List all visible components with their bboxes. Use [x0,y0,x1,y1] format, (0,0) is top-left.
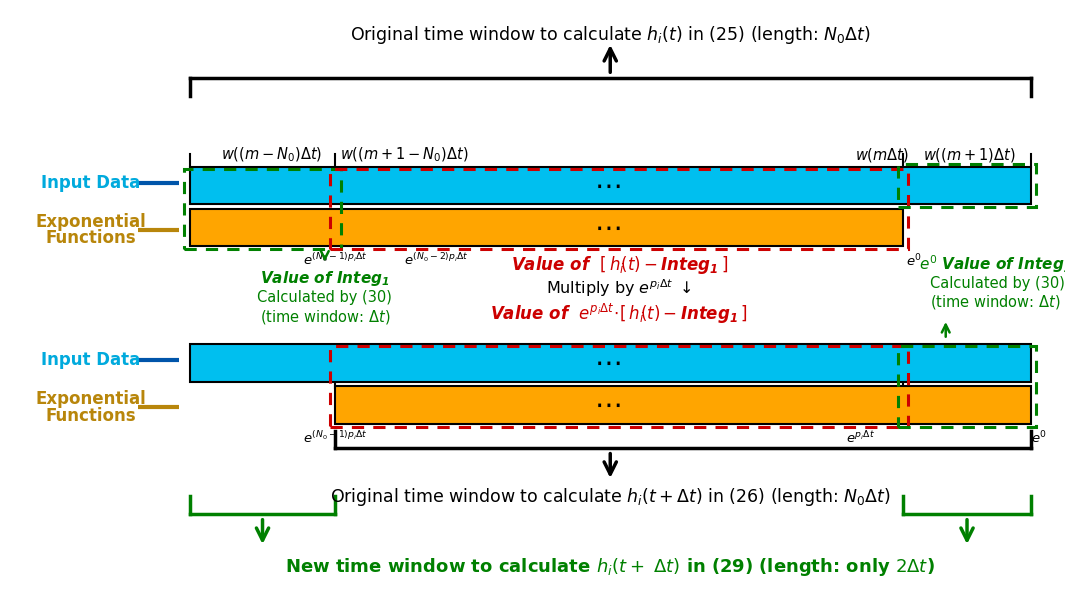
Bar [898,164,1036,207]
Text: Input Data: Input Data [40,351,141,369]
Text: (time window: $\Delta t$): (time window: $\Delta t$) [260,308,390,326]
Text: $e^0$ Value of $\bfit{Integ}_2$: $e^0$ Value of $\bfit{Integ}_2$ [919,254,1065,275]
Text: Value of  $\left[\,h_i\!\left(t\right)-\bfit{Integ}_1\,\right]$: Value of $\left[\,h_i\!\left(t\right)-\b… [510,254,728,276]
Text: $w((m-N_0)\Delta t)$: $w((m-N_0)\Delta t)$ [220,145,323,164]
Text: Original time window to calculate $h_i(t+\Delta t)$ in (26) (length: $N_0\Delta : Original time window to calculate $h_i(t… [330,486,890,508]
Bar [190,209,903,246]
Text: $e^{p_i\Delta t}$: $e^{p_i\Delta t}$ [846,430,875,447]
Bar [330,346,908,427]
Text: Original time window to calculate $h_i(t)$ in (25) (length: $N_0\Delta t$): Original time window to calculate $h_i(t… [349,24,871,46]
Bar [330,169,908,249]
Text: Input Data: Input Data [40,174,141,192]
Text: $e^{(N_0-1)p_i\Delta t}$: $e^{(N_0-1)p_i\Delta t}$ [304,430,367,445]
Text: $w((m+1)\Delta t)$: $w((m+1)\Delta t)$ [922,146,1016,164]
Text: $e^0$: $e^0$ [906,252,921,269]
Bar [190,167,1031,204]
Text: $w((m+1-N_0)\Delta t)$: $w((m+1-N_0)\Delta t)$ [341,145,469,164]
Bar [184,169,341,249]
Bar [898,346,1036,427]
Text: $e^{(N_0-2)p_i\Delta t}$: $e^{(N_0-2)p_i\Delta t}$ [405,252,469,268]
Text: Calculated by (30): Calculated by (30) [258,290,392,305]
Text: Exponential: Exponential [35,213,146,231]
Text: New time window to calculate $h_i(t+\ \Delta t)$ in (29) (length: only $2\Delta : New time window to calculate $h_i(t+\ \D… [285,556,935,578]
Bar [335,386,1031,424]
Text: Multiply by $e^{p_i\Delta t}$ $\downarrow$: Multiply by $e^{p_i\Delta t}$ $\downarro… [546,278,692,299]
Text: $e^0$: $e^0$ [1032,430,1047,447]
Text: (time window: $\Delta t$): (time window: $\Delta t$) [930,293,1061,311]
Text: $\cdots$: $\cdots$ [594,349,620,377]
Text: Calculated by (30): Calculated by (30) [930,276,1065,291]
Text: $\cdots$: $\cdots$ [594,172,620,200]
Text: $e^{(N_0-1)p_i\Delta t}$: $e^{(N_0-1)p_i\Delta t}$ [304,252,367,268]
Text: Value of  $e^{p_i\Delta t}\!\cdot\!\left[\,h_i\!\left(t\right)-\bfit{Integ}_1\,\: Value of $e^{p_i\Delta t}\!\cdot\!\left[… [491,302,748,326]
Text: $\cdots$: $\cdots$ [594,214,620,242]
Text: $w(m\Delta t)$: $w(m\Delta t)$ [855,146,908,164]
Text: Value of $\bfit{Integ}_1$: Value of $\bfit{Integ}_1$ [260,269,390,288]
Text: Functions: Functions [45,229,136,247]
Text: Exponential: Exponential [35,391,146,409]
Text: $\cdots$: $\cdots$ [594,391,620,419]
Text: Functions: Functions [45,406,136,424]
Bar [190,344,1031,382]
